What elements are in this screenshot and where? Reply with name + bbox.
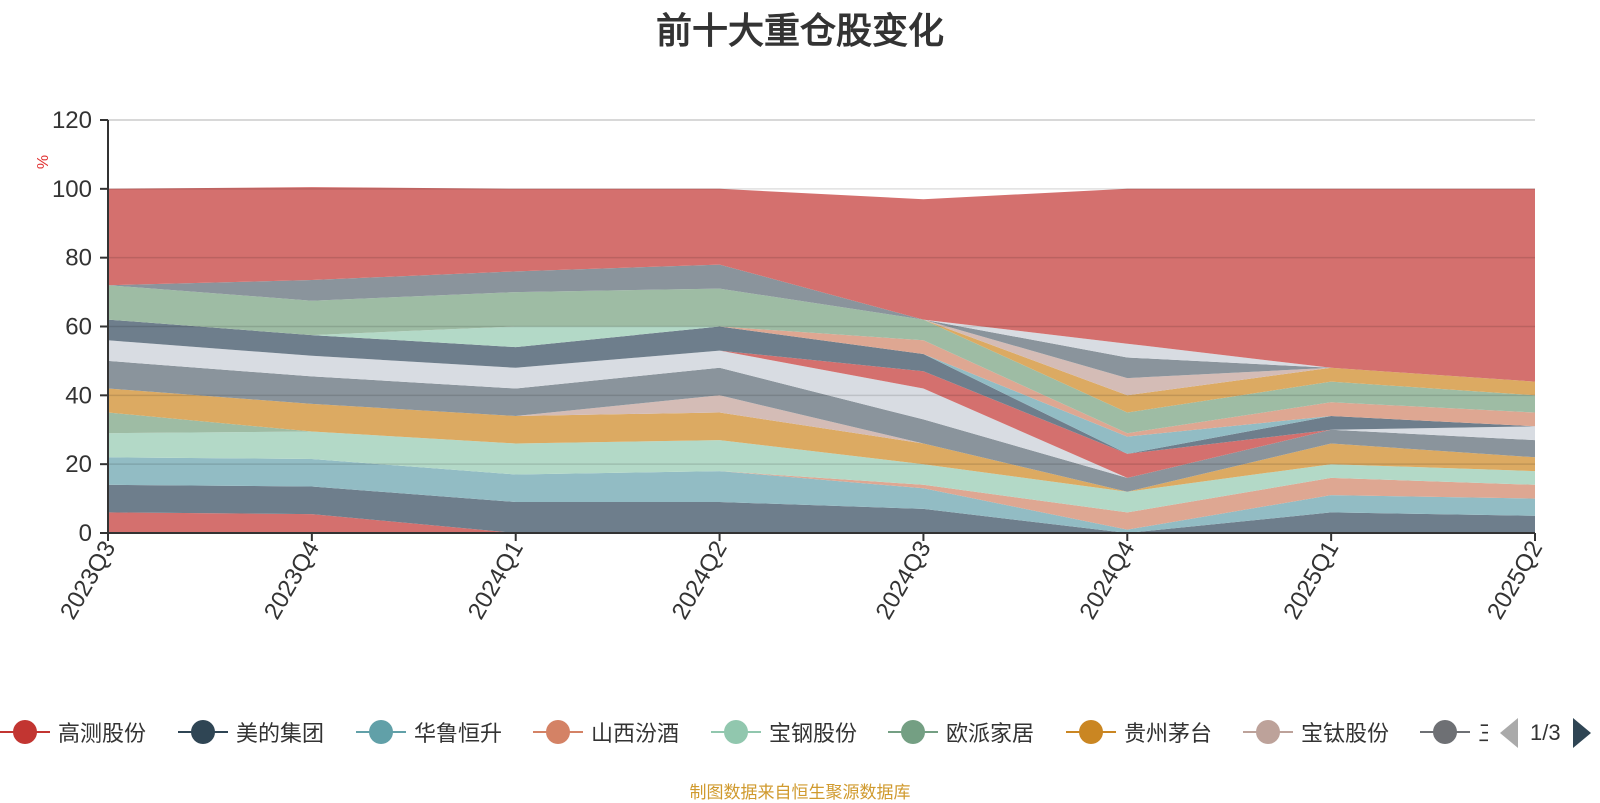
area-series-3 [108,457,1535,530]
x-tick-label-2024Q4: 2024Q4 [1074,537,1140,624]
legend-label-1: 美的集团 [236,721,325,746]
y-tick-label-80: 80 [65,245,92,272]
y-tick-label-0: 0 [79,520,92,547]
x-tick-label-2024Q3: 2024Q3 [871,537,937,624]
area-series-6 [108,388,1535,492]
y-tick-label-40: 40 [65,382,92,409]
chart-title: 前十大重仓股变化 [655,10,944,51]
y-axis-unit-label: % [35,155,52,169]
area-series-15 [108,285,1535,434]
legend-item-1[interactable]: 美的集团 [178,712,324,752]
legend-swatch-5 [888,717,938,747]
legend-label-0: 高测股份 [58,721,147,746]
legend-label-5: 欧派家居 [946,721,1035,746]
legend-item-6[interactable]: 贵州茅台 [1066,712,1212,752]
legend-item-3[interactable]: 山西汾酒 [533,712,679,752]
legend-swatch-0 [0,717,50,747]
source-note: 制图数据来自恒生聚源数据库 [689,783,911,802]
area-series-19 [108,264,1535,382]
x-tick-label-2025Q2: 2025Q2 [1482,537,1548,624]
legend-page-indicator: 1/3 [1530,720,1561,745]
legend-label-2: 华鲁恒升 [414,721,503,746]
legend-prev-page-button[interactable] [1500,718,1518,748]
legend-item-7[interactable]: 宝钛股份 [1243,712,1389,752]
legend-item-0[interactable]: 高测股份 [0,712,146,752]
y-tick-label-60: 60 [65,314,92,341]
legend-swatch-1 [178,717,228,747]
area-series-9 [108,340,1535,478]
legend-next-page-button[interactable] [1572,718,1591,748]
area-series-10 [108,340,1535,478]
legend-swatch-7 [1243,717,1293,747]
x-tick-label-2023Q3: 2023Q3 [55,537,121,624]
legend-pager: 1/3 [1500,718,1591,748]
area-series-8 [108,360,1535,492]
legend-swatch-8 [1420,717,1470,747]
y-tick-label-120: 120 [52,107,92,134]
area-series-20 [108,187,1535,382]
legend-swatch-4 [711,717,761,747]
x-tick-label-2024Q1: 2024Q1 [463,537,529,624]
legend-item-8[interactable]: 三 [1420,712,1488,752]
legend-item-2[interactable]: 华鲁恒升 [356,712,502,752]
legend: 高测股份 美的集团 华鲁恒升 山西汾酒 宝钢股份 欧派家居 贵州茅台 宝钛股份 三 [0,712,1488,752]
y-tick-label-100: 100 [52,176,92,203]
legend-item-5[interactable]: 欧派家居 [888,712,1034,752]
y-tick-label-20: 20 [65,451,92,478]
legend-swatch-2 [356,717,406,747]
area-series-0 [108,512,1535,533]
legend-swatch-6 [1066,717,1116,747]
legend-label-7: 宝钛股份 [1301,721,1390,746]
legend-label-6: 贵州茅台 [1124,721,1213,746]
gridlines [108,119,1535,465]
legend-label-8: 三 [1478,716,1488,748]
area-series-18 [108,264,1535,382]
x-tick-label-2024Q2: 2024Q2 [667,537,733,624]
legend-label-3: 山西汾酒 [591,721,680,746]
x-tick-label-2023Q4: 2023Q4 [259,537,325,624]
area-series-1 [108,484,1535,533]
legend-swatch-3 [533,717,583,747]
stacked-area-chart: 0 20 40 60 80 100 120 2023Q3 2023Q4 2024Q1 2024Q2 2… [35,107,1548,624]
legend-item-4[interactable]: 宝钢股份 [711,712,857,752]
area-layers [108,187,1535,533]
legend-label-4: 宝钢股份 [769,721,858,746]
area-series-11 [108,319,1535,454]
area-series-4 [108,431,1535,513]
area-series-2 [108,457,1535,533]
x-tick-label-2025Q1: 2025Q1 [1278,537,1344,624]
